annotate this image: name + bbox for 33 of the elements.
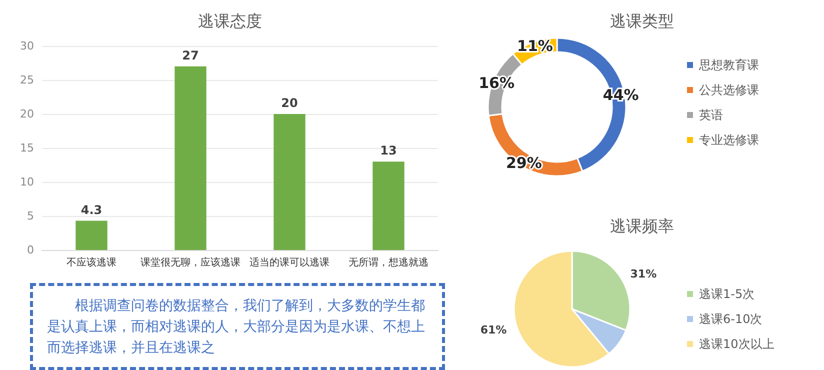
legend-label: 英语 [699, 108, 723, 122]
y-tick-label: 20 [20, 108, 34, 120]
data-label: 16% [478, 74, 515, 92]
legend-label: 逃课10次以上 [699, 337, 774, 351]
data-label: 27 [182, 48, 199, 62]
bar [372, 162, 404, 250]
bar [274, 114, 306, 250]
data-label: 13 [380, 144, 397, 158]
data-label: 31% [630, 268, 657, 281]
text: 根据调查问卷的数据整合，我们了解到，大多数的学生都是认真上课，而相对逃课的人，大部分是因为是水课、不想上而选择逃课，并且在逃课之 [47, 297, 426, 358]
chart-title: 逃课类型 [610, 12, 674, 30]
x-tick-label: 无所谓，想逃就逃 [348, 256, 428, 268]
data-label: 61% [480, 324, 507, 336]
y-tick-label: 5 [27, 210, 34, 222]
chart-title: 逃课态度 [198, 12, 262, 30]
y-tick-label: 10 [20, 176, 34, 188]
legend-label: 思想教育课 [698, 58, 759, 72]
legend-label: 公共选修课 [699, 83, 759, 97]
y-tick-label: 15 [20, 142, 34, 154]
legend-label: 逃课6-10次 [699, 312, 762, 326]
x-tick-label: 适当的课可以逃课 [250, 256, 330, 268]
data-label: 4.3 [80, 202, 102, 217]
x-tick-label: 不应该逃课 [66, 256, 116, 268]
legend-label: 逃课1-5次 [699, 287, 755, 301]
y-tick-label: 25 [20, 74, 34, 86]
chart-title: 逃课频率 [610, 216, 674, 236]
y-tick-label: 30 [20, 40, 34, 52]
legend-label: 专业选修课 [699, 133, 759, 147]
data-label: 20 [281, 96, 298, 110]
y-tick-label: 0 [27, 244, 34, 256]
bar [76, 220, 108, 250]
bar [174, 66, 206, 250]
x-tick-label: 课堂很无聊，应该逃课 [140, 256, 240, 268]
